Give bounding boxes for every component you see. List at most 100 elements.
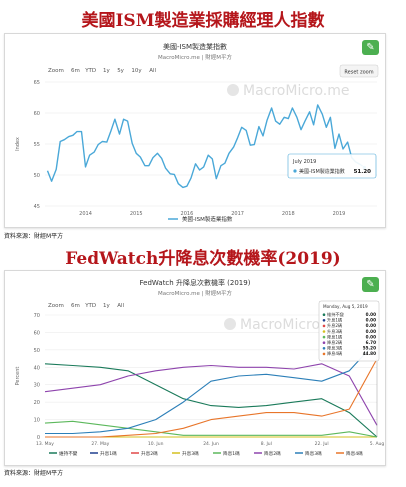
ism-y-tick-label: 45 [34,204,40,210]
ism-zoom-all[interactable]: All [149,68,156,74]
fed-tooltip-row-value: 6.70 [366,340,376,345]
ism-series-line[interactable] [46,104,365,189]
ism-x-tick-label: 2014 [79,211,92,217]
fed-watermark-text: MacroMicro [240,317,320,333]
fed-tooltip-row-label: 升息3碼 [327,328,342,335]
fed-zoom-buttons: 6m YTD 1y All [71,303,124,309]
fed-series-line-4[interactable] [44,420,378,438]
fed-tooltip-row-value: 0.00 [366,329,376,334]
fed-legend-label[interactable]: 降息4碼 [346,450,363,457]
fed-tooltip-dot [322,313,326,316]
ism-chart-subtitle: MacroMicro.me | 財經M平方 [158,53,232,61]
fed-tooltip-dot [322,335,326,339]
fed-y-tick-label: 60 [34,330,40,336]
ism-x-tick-label: 2016 [181,211,194,217]
ism-source: 資料來源：財經M平方 [4,233,64,240]
fed-tooltip-dot [322,341,326,344]
fed-tooltip-row-label: 維持不變 [327,311,345,318]
fed-tooltip-row-label: 升息1碼 [327,317,342,324]
fed-x-tick-label: 13. May [36,441,54,447]
fed-y-axis-label: Percent [15,367,21,386]
fed-source: 資料來源：財經M平方 [4,470,64,477]
fed-legend-label[interactable]: 降息2碼 [264,450,281,457]
fed-x-tick-label: 10. Jun [148,441,164,447]
fed-series-line-5[interactable] [44,363,378,426]
fed-series-line-7[interactable] [45,358,378,438]
fed-y-tick-label: 0 [37,435,40,441]
ism-zoom-5y[interactable]: 5y [117,68,124,74]
fed-section-title: FedWatch升降息次數機率(2019) [65,249,341,269]
fed-tooltip-row-label: 降息1碼 [327,333,342,340]
fed-tooltip-row-value: 0.00 [366,334,376,339]
fed-legend-label[interactable]: 維持不變 [59,450,78,457]
ism-zoom-10y[interactable]: 10y [131,68,142,74]
fed-tooltip-row-label: 升息2碼 [327,322,342,329]
fed-legend-label[interactable]: 升息1碼 [100,450,117,457]
fed-y-tick-label: 70 [34,313,40,319]
ism-tooltip-value: 51.20 [354,169,372,175]
fed-y-tick-label: 40 [34,365,40,371]
fed-zoom-6m[interactable]: 6m [71,303,80,309]
fed-x-tick-label: 8. Jul [261,441,272,447]
fed-legend: 維持不變 升息1碼 升息2碼 升息3碼 降息1碼 降息2碼 降息3碼 降息4碼 [49,450,363,457]
fed-tooltip-dot [322,330,326,333]
fed-zoom-ytd[interactable]: YTD [84,303,96,309]
ism-x-tick-label: 2017 [231,211,244,217]
fed-tooltip: Monday, Aug 5, 2019 維持不變 0.00 升息1碼 0.00 升息2碼… [318,300,380,362]
ism-plot-area: 45 50 55 60 65 2014 2015 2016 2017 2018 2019 Index [15,80,377,217]
fed-zoom-all[interactable]: All [117,303,124,309]
fed-series-line-6[interactable] [45,340,378,435]
ism-zoom-label: Zoom [48,68,64,74]
fed-zoom-1y[interactable]: 1y [103,303,110,309]
fed-tooltip-dot [322,324,326,328]
fed-y-tick-label: 10 [34,418,40,424]
edit-icon[interactable]: ✎ [362,40,379,55]
fed-tooltip-dot [322,347,326,350]
ism-x-tick-label: 2019 [333,211,346,217]
fed-x-tick-label: 5. Aug [370,441,385,447]
fed-zoom-label: Zoom [48,303,64,309]
ism-y-tick-label: 65 [34,80,40,86]
fed-legend-label[interactable]: 升息2碼 [141,450,158,457]
fed-tooltip-row-value: 55.20 [363,346,376,351]
fed-tooltip-row-label: 降息3碼 [327,345,342,352]
fed-watermark: MacroMicro [224,317,320,333]
fed-legend-label[interactable]: 降息1碼 [223,450,240,457]
reset-zoom-label: Reset zoom [344,70,373,76]
ism-section-title: 美國ISM製造業採購經理人指數 [81,11,325,31]
ism-y-tick-label: 60 [34,111,40,117]
fed-tooltip-row-value: 0.00 [366,312,376,317]
ism-zoom-ytd[interactable]: YTD [84,68,96,74]
ism-chart-svg: 美國-ISM製造業指數 MacroMicro.me | 財經M平方 Zoom 6… [15,42,379,223]
ism-zoom-buttons: 6m YTD 1y 5y 10y All [71,68,156,74]
ism-tooltip-date: July 2019 [292,159,316,165]
fed-tooltip-dot [322,352,326,356]
fed-y-tick-label: 50 [34,348,40,354]
ism-legend[interactable]: 美國-ISM製造業指數 [168,215,233,223]
ism-watermark: MacroMicro.me [227,83,350,99]
fed-x-tick-label: 27. May [91,441,109,447]
fed-legend-label[interactable]: 升息3碼 [182,450,199,457]
ism-tooltip: July 2019 美國-ISM製造業指數 51.20 [287,153,377,179]
fed-tooltip-date: Monday, Aug 5, 2019 [323,304,368,309]
fed-legend-label[interactable]: 降息3碼 [305,450,322,457]
fed-x-tick-label: 22. Jul [315,441,329,447]
ism-zoom-1y[interactable]: 1y [103,68,110,74]
fed-series-line-0[interactable] [44,363,378,438]
fed-chart-subtitle: MacroMicro.me | 財經M平方 [158,289,232,297]
ism-y-tick-label: 55 [34,142,40,148]
fed-tooltip-row-label: 降息2碼 [327,339,342,346]
ism-watermark-text: MacroMicro.me [243,83,350,99]
ism-x-tick-label: 2015 [130,211,143,217]
fed-tooltip-row-value: 0.00 [366,323,376,328]
fed-chart-panel: ✎ FedWatch 升降息次數機率 (2019) MacroMicro.me … [4,270,386,466]
ism-zoom-6m[interactable]: 6m [71,68,80,74]
fed-tooltip-row-value: 0.00 [366,318,376,323]
edit-icon[interactable]: ✎ [362,277,379,292]
reset-zoom-button[interactable] [339,64,379,78]
fed-chart-title: FedWatch 升降息次數機率 (2019) [140,278,251,287]
ism-y-axis-label: Index [15,137,21,151]
ism-y-tick-label: 50 [34,173,40,179]
fed-y-tick-label: 30 [34,383,40,389]
fed-x-tick-label: 24. Jun [203,441,219,447]
